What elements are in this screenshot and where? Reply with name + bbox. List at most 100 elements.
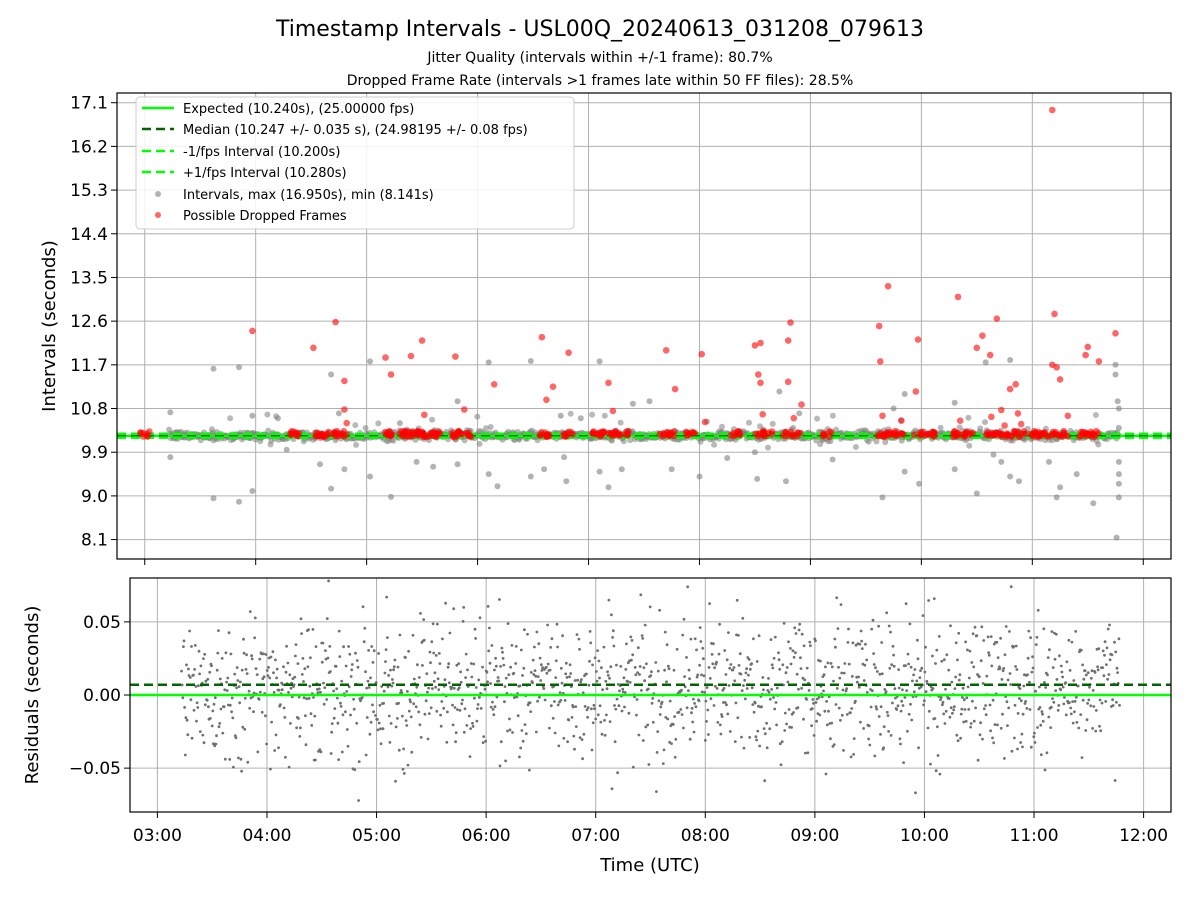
residual-point <box>418 723 422 727</box>
residual-point <box>899 742 902 746</box>
residual-point <box>350 663 354 666</box>
residual-point <box>498 598 501 601</box>
dropped-frame-point-cluster <box>420 433 428 441</box>
residual-point <box>691 720 695 724</box>
residual-point <box>253 616 257 620</box>
residual-point <box>1050 630 1054 633</box>
residual-point <box>601 688 604 692</box>
interval-point-outlier <box>1016 478 1022 485</box>
residual-point <box>823 709 827 713</box>
residual-point <box>271 650 275 654</box>
residual-point <box>1054 689 1058 692</box>
dropped-frame-point <box>701 418 709 426</box>
residual-point <box>869 705 873 709</box>
residual-point <box>323 686 327 689</box>
chart-title: Timestamp Intervals - USL00Q_20240613_03… <box>275 17 924 42</box>
residual-point <box>227 631 231 635</box>
residual-point <box>554 659 558 663</box>
residual-point <box>615 697 619 701</box>
residual-point <box>1012 645 1016 649</box>
residual-point <box>767 677 770 680</box>
residual-point <box>322 702 326 706</box>
x-tick-label: 10:00 <box>900 826 949 846</box>
interval-point-outlier <box>990 451 997 458</box>
interval-point <box>852 444 859 450</box>
residual-point <box>491 700 494 704</box>
residual-point <box>475 719 479 723</box>
residual-point <box>896 704 900 708</box>
residual-point <box>608 676 611 680</box>
residual-point <box>386 685 390 689</box>
residual-point <box>538 656 542 660</box>
residual-point <box>918 676 922 679</box>
residual-point <box>464 676 467 679</box>
residual-point <box>905 689 909 692</box>
residual-point <box>573 747 576 751</box>
residual-point <box>247 689 251 693</box>
residual-point <box>665 680 668 684</box>
residual-point <box>554 676 558 679</box>
interval-point-outlier <box>367 358 373 365</box>
residual-point <box>842 749 845 752</box>
residual-point <box>311 628 315 631</box>
residual-point <box>444 601 447 605</box>
residual-point <box>443 678 447 682</box>
residual-point <box>531 658 535 662</box>
dropped-frame-point <box>662 347 670 354</box>
residual-point <box>304 743 308 747</box>
residual-point <box>356 665 360 669</box>
dropped-frame-point-cluster <box>623 428 630 435</box>
dropped-frame-point-cluster <box>984 429 991 437</box>
residual-point <box>297 717 300 720</box>
dropped-frame-point-cluster <box>1008 433 1016 440</box>
residual-point <box>1029 745 1033 749</box>
residual-point <box>549 646 553 649</box>
residual-point <box>1099 729 1103 733</box>
residual-point <box>437 688 441 691</box>
residual-point <box>312 696 315 699</box>
residual-point <box>396 717 399 720</box>
residual-point <box>199 664 203 668</box>
residual-point <box>570 716 574 719</box>
residual-point <box>725 658 729 662</box>
residual-point <box>846 641 850 644</box>
residual-point <box>542 687 546 690</box>
residual-point <box>616 771 619 775</box>
residual-point <box>357 760 361 764</box>
residual-point <box>237 756 240 760</box>
residual-point <box>874 666 877 670</box>
residual-point <box>922 699 926 703</box>
residual-point <box>521 674 524 677</box>
residual-point <box>201 733 205 737</box>
residual-point <box>250 657 254 661</box>
dropped-frame-point-cluster <box>664 430 672 438</box>
residual-point <box>1092 705 1096 708</box>
residual-point <box>599 720 603 724</box>
residual-point <box>205 698 209 702</box>
residual-point <box>894 696 897 700</box>
residual-point <box>1111 704 1115 707</box>
residual-point <box>519 648 523 652</box>
residual-point <box>363 626 367 630</box>
residual-point <box>1041 719 1045 723</box>
residual-point <box>1082 677 1086 681</box>
residual-point <box>1079 648 1083 652</box>
residual-point <box>180 669 183 673</box>
residual-point <box>381 727 385 731</box>
residual-point <box>507 673 511 677</box>
residual-point <box>519 746 523 750</box>
interval-point-outlier <box>605 484 612 491</box>
residual-point <box>518 684 522 688</box>
residual-point <box>1089 704 1093 708</box>
residual-point <box>573 679 577 682</box>
interval-point <box>483 425 489 432</box>
residual-point <box>789 647 792 650</box>
interval-point <box>352 422 359 429</box>
residual-point <box>919 685 923 689</box>
residual-point <box>1063 696 1066 699</box>
residual-point <box>638 665 642 668</box>
residual-point <box>725 703 728 707</box>
interval-point-outlier <box>563 478 570 485</box>
residual-point <box>593 656 597 660</box>
residual-point <box>265 742 268 746</box>
